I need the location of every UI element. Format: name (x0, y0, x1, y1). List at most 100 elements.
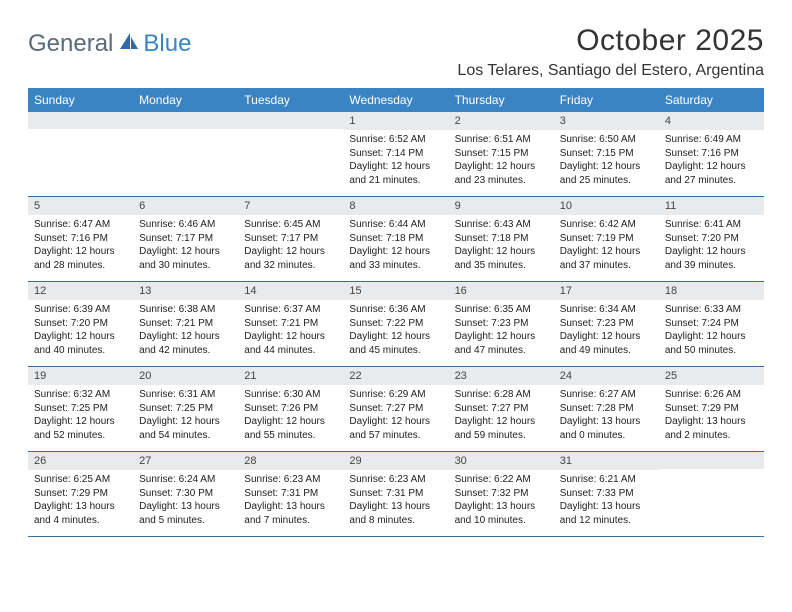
day-cell: 12Sunrise: 6:39 AMSunset: 7:20 PMDayligh… (28, 282, 133, 366)
sunrise-text: Sunrise: 6:42 AM (560, 218, 655, 232)
sunrise-text: Sunrise: 6:51 AM (455, 133, 550, 147)
daylight-text: Daylight: 12 hours and 54 minutes. (139, 415, 234, 442)
day-number: 31 (554, 452, 659, 470)
day-number: 18 (659, 282, 764, 300)
sunrise-text: Sunrise: 6:30 AM (244, 388, 339, 402)
daylight-text: Daylight: 13 hours and 0 minutes. (560, 415, 655, 442)
sunrise-text: Sunrise: 6:25 AM (34, 473, 129, 487)
sunset-text: Sunset: 7:21 PM (139, 317, 234, 331)
day-number: 8 (343, 197, 448, 215)
day-content: Sunrise: 6:24 AMSunset: 7:30 PMDaylight:… (133, 470, 238, 527)
weekday-header-row: SundayMondayTuesdayWednesdayThursdayFrid… (28, 88, 764, 112)
day-cell: 1Sunrise: 6:52 AMSunset: 7:14 PMDaylight… (343, 112, 448, 196)
sunset-text: Sunset: 7:18 PM (349, 232, 444, 246)
day-cell: 29Sunrise: 6:23 AMSunset: 7:31 PMDayligh… (343, 452, 448, 536)
brand-part1: General (28, 30, 113, 58)
weekday-header: Friday (554, 88, 659, 112)
day-cell: 18Sunrise: 6:33 AMSunset: 7:24 PMDayligh… (659, 282, 764, 366)
week-row: 26Sunrise: 6:25 AMSunset: 7:29 PMDayligh… (28, 452, 764, 537)
day-cell: 6Sunrise: 6:46 AMSunset: 7:17 PMDaylight… (133, 197, 238, 281)
sunset-text: Sunset: 7:27 PM (349, 402, 444, 416)
day-number (133, 112, 238, 129)
day-content: Sunrise: 6:27 AMSunset: 7:28 PMDaylight:… (554, 385, 659, 442)
week-row: 19Sunrise: 6:32 AMSunset: 7:25 PMDayligh… (28, 367, 764, 452)
day-cell: 31Sunrise: 6:21 AMSunset: 7:33 PMDayligh… (554, 452, 659, 536)
day-number: 11 (659, 197, 764, 215)
sunset-text: Sunset: 7:27 PM (455, 402, 550, 416)
day-number (659, 452, 764, 469)
sunset-text: Sunset: 7:31 PM (244, 487, 339, 501)
day-content: Sunrise: 6:45 AMSunset: 7:17 PMDaylight:… (238, 215, 343, 272)
sunset-text: Sunset: 7:21 PM (244, 317, 339, 331)
day-content: Sunrise: 6:33 AMSunset: 7:24 PMDaylight:… (659, 300, 764, 357)
weekday-header: Sunday (28, 88, 133, 112)
day-cell: 2Sunrise: 6:51 AMSunset: 7:15 PMDaylight… (449, 112, 554, 196)
weekday-header: Saturday (659, 88, 764, 112)
day-number: 2 (449, 112, 554, 130)
day-content: Sunrise: 6:23 AMSunset: 7:31 PMDaylight:… (238, 470, 343, 527)
daylight-text: Daylight: 12 hours and 32 minutes. (244, 245, 339, 272)
day-cell: 23Sunrise: 6:28 AMSunset: 7:27 PMDayligh… (449, 367, 554, 451)
day-content: Sunrise: 6:30 AMSunset: 7:26 PMDaylight:… (238, 385, 343, 442)
weeks-container: 1Sunrise: 6:52 AMSunset: 7:14 PMDaylight… (28, 112, 764, 537)
day-content: Sunrise: 6:38 AMSunset: 7:21 PMDaylight:… (133, 300, 238, 357)
weekday-header: Thursday (449, 88, 554, 112)
month-title: October 2025 (457, 24, 764, 58)
day-number: 12 (28, 282, 133, 300)
day-cell: 25Sunrise: 6:26 AMSunset: 7:29 PMDayligh… (659, 367, 764, 451)
day-number: 29 (343, 452, 448, 470)
day-number (28, 112, 133, 129)
daylight-text: Daylight: 13 hours and 10 minutes. (455, 500, 550, 527)
sunrise-text: Sunrise: 6:35 AM (455, 303, 550, 317)
daylight-text: Daylight: 12 hours and 37 minutes. (560, 245, 655, 272)
day-content: Sunrise: 6:34 AMSunset: 7:23 PMDaylight:… (554, 300, 659, 357)
day-cell: 9Sunrise: 6:43 AMSunset: 7:18 PMDaylight… (449, 197, 554, 281)
daylight-text: Daylight: 12 hours and 21 minutes. (349, 160, 444, 187)
daylight-text: Daylight: 13 hours and 5 minutes. (139, 500, 234, 527)
sunset-text: Sunset: 7:17 PM (139, 232, 234, 246)
weekday-header: Monday (133, 88, 238, 112)
day-cell: 21Sunrise: 6:30 AMSunset: 7:26 PMDayligh… (238, 367, 343, 451)
day-content: Sunrise: 6:32 AMSunset: 7:25 PMDaylight:… (28, 385, 133, 442)
day-content: Sunrise: 6:22 AMSunset: 7:32 PMDaylight:… (449, 470, 554, 527)
sunset-text: Sunset: 7:15 PM (560, 147, 655, 161)
sunrise-text: Sunrise: 6:46 AM (139, 218, 234, 232)
sunrise-text: Sunrise: 6:38 AM (139, 303, 234, 317)
sunset-text: Sunset: 7:16 PM (665, 147, 760, 161)
sunrise-text: Sunrise: 6:27 AM (560, 388, 655, 402)
day-number: 5 (28, 197, 133, 215)
header: General Blue October 2025 Los Telares, S… (28, 24, 764, 80)
sunrise-text: Sunrise: 6:33 AM (665, 303, 760, 317)
day-cell: 24Sunrise: 6:27 AMSunset: 7:28 PMDayligh… (554, 367, 659, 451)
day-number: 17 (554, 282, 659, 300)
day-content: Sunrise: 6:47 AMSunset: 7:16 PMDaylight:… (28, 215, 133, 272)
week-row: 1Sunrise: 6:52 AMSunset: 7:14 PMDaylight… (28, 112, 764, 197)
sunset-text: Sunset: 7:18 PM (455, 232, 550, 246)
day-content: Sunrise: 6:52 AMSunset: 7:14 PMDaylight:… (343, 130, 448, 187)
day-number: 28 (238, 452, 343, 470)
sunrise-text: Sunrise: 6:32 AM (34, 388, 129, 402)
day-number: 9 (449, 197, 554, 215)
sunset-text: Sunset: 7:19 PM (560, 232, 655, 246)
daylight-text: Daylight: 13 hours and 4 minutes. (34, 500, 129, 527)
daylight-text: Daylight: 12 hours and 44 minutes. (244, 330, 339, 357)
daylight-text: Daylight: 12 hours and 50 minutes. (665, 330, 760, 357)
sunset-text: Sunset: 7:26 PM (244, 402, 339, 416)
sunrise-text: Sunrise: 6:39 AM (34, 303, 129, 317)
daylight-text: Daylight: 12 hours and 42 minutes. (139, 330, 234, 357)
day-content: Sunrise: 6:29 AMSunset: 7:27 PMDaylight:… (343, 385, 448, 442)
daylight-text: Daylight: 12 hours and 25 minutes. (560, 160, 655, 187)
daylight-text: Daylight: 13 hours and 8 minutes. (349, 500, 444, 527)
day-content: Sunrise: 6:25 AMSunset: 7:29 PMDaylight:… (28, 470, 133, 527)
day-cell: 22Sunrise: 6:29 AMSunset: 7:27 PMDayligh… (343, 367, 448, 451)
daylight-text: Daylight: 12 hours and 39 minutes. (665, 245, 760, 272)
day-cell: 7Sunrise: 6:45 AMSunset: 7:17 PMDaylight… (238, 197, 343, 281)
day-number: 24 (554, 367, 659, 385)
day-number: 16 (449, 282, 554, 300)
sunset-text: Sunset: 7:29 PM (665, 402, 760, 416)
day-content: Sunrise: 6:31 AMSunset: 7:25 PMDaylight:… (133, 385, 238, 442)
sunrise-text: Sunrise: 6:29 AM (349, 388, 444, 402)
sunset-text: Sunset: 7:24 PM (665, 317, 760, 331)
sunset-text: Sunset: 7:33 PM (560, 487, 655, 501)
day-cell: 26Sunrise: 6:25 AMSunset: 7:29 PMDayligh… (28, 452, 133, 536)
